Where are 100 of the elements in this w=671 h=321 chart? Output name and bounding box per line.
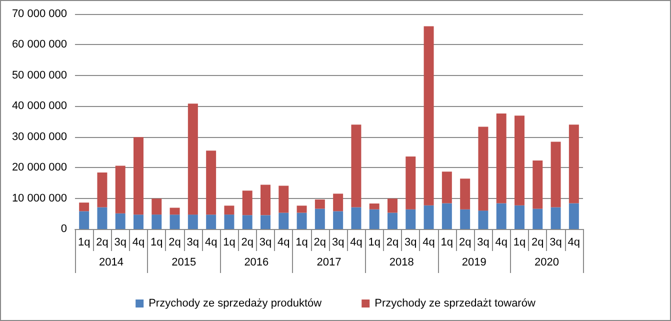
bar — [242, 190, 252, 216]
bar — [115, 213, 126, 229]
bar — [568, 124, 579, 204]
text: 2017 — [316, 256, 342, 268]
text: 2015 — [172, 256, 196, 268]
bar — [424, 205, 434, 229]
bar — [314, 200, 325, 209]
bar — [514, 205, 524, 229]
x-tick-label: 3q — [332, 236, 344, 248]
bar — [188, 104, 198, 215]
x-tick-label: 4q — [278, 236, 290, 248]
bar — [260, 184, 270, 216]
x-tick-label: 3q — [550, 236, 562, 248]
bar — [152, 214, 162, 229]
x-tick-label: 4q — [350, 236, 362, 248]
bar — [532, 160, 543, 209]
bar — [79, 202, 90, 212]
bar — [224, 214, 234, 229]
bar — [278, 212, 289, 229]
y-tick-label: 20 000 000 — [12, 162, 67, 174]
bar — [333, 211, 344, 229]
x-tick-label: 4q — [132, 236, 145, 248]
bar — [314, 208, 325, 229]
text: 2020 — [534, 256, 559, 268]
bar — [115, 166, 126, 214]
x-tick-label: 3q — [186, 236, 200, 248]
y-tick-label: 0 — [60, 223, 67, 235]
bar — [296, 212, 307, 229]
y-tick-label: 70 000 000 — [12, 8, 67, 20]
bar — [478, 210, 488, 229]
x-tick-label: 1q — [223, 236, 236, 248]
bar — [478, 126, 488, 211]
bar — [369, 209, 380, 229]
bar — [442, 203, 452, 229]
bar — [224, 206, 234, 215]
bar — [406, 209, 416, 229]
bar — [134, 137, 144, 215]
x-tick-label: 4q — [422, 236, 435, 248]
bar — [388, 198, 398, 213]
x-tick-label: 3q — [114, 236, 126, 248]
x-tick-label: 4q — [204, 236, 218, 248]
bar — [278, 186, 289, 213]
legend-label: Przychody ze sprzedażt towarów — [374, 298, 536, 310]
y-tick-label: 30 000 000 — [12, 130, 67, 143]
bar — [296, 206, 307, 213]
x-tick-label: 1q — [78, 236, 90, 248]
bar — [496, 203, 506, 229]
bar — [170, 214, 180, 229]
bar — [97, 207, 108, 229]
y-tick-label: 60 000 000 — [12, 38, 67, 51]
bar — [550, 207, 561, 229]
x-tick-label: 4q — [495, 236, 508, 248]
x-tick-label: 2q — [386, 236, 399, 248]
bar — [424, 26, 434, 206]
text: 2019 — [462, 256, 486, 268]
bar — [460, 209, 470, 229]
y-tick-label: 50 000 000 — [12, 69, 67, 82]
x-tick-label: 2q — [241, 236, 254, 248]
x-tick-label: 2q — [532, 236, 544, 248]
text: 2014 — [99, 256, 124, 268]
x-tick-label: 4q — [568, 236, 580, 248]
bar — [79, 211, 90, 229]
x-tick-label: 1q — [150, 236, 163, 248]
x-tick-label: 2q — [314, 236, 326, 248]
bar — [442, 172, 452, 204]
bar — [242, 215, 252, 229]
bar — [152, 198, 162, 215]
text: 2016 — [244, 256, 269, 268]
bar — [97, 172, 108, 208]
bar — [206, 214, 216, 229]
x-tick-label: 2q — [458, 236, 472, 248]
bar — [188, 214, 198, 229]
bar — [406, 156, 416, 210]
x-tick-label: 1q — [296, 236, 308, 248]
bar — [568, 203, 579, 229]
bar — [550, 142, 561, 208]
x-tick-label: 3q — [477, 236, 490, 248]
text: 2018 — [389, 256, 414, 268]
x-tick-label: 2q — [168, 236, 181, 248]
bar — [496, 114, 506, 204]
bar — [369, 204, 380, 210]
x-tick-label: 2q — [96, 236, 108, 248]
bar — [351, 207, 362, 229]
x-tick-label: 3q — [404, 236, 417, 248]
bar — [532, 208, 543, 229]
bar — [134, 214, 144, 229]
bar — [460, 178, 470, 210]
x-tick-label: 1q — [440, 236, 454, 248]
bar — [351, 124, 362, 208]
x-tick-label: 1q — [513, 236, 526, 248]
bar — [260, 215, 270, 229]
bar — [388, 212, 398, 229]
x-tick-label: 3q — [259, 236, 272, 248]
y-tick-label: 10 000 000 — [12, 192, 67, 204]
bar — [206, 150, 216, 215]
bar — [333, 194, 344, 212]
bar — [170, 208, 180, 215]
y-tick-label: 40 000 000 — [12, 100, 67, 112]
bar — [514, 116, 524, 206]
legend-label: Przychody ze sprzedaży produktów — [148, 298, 322, 310]
